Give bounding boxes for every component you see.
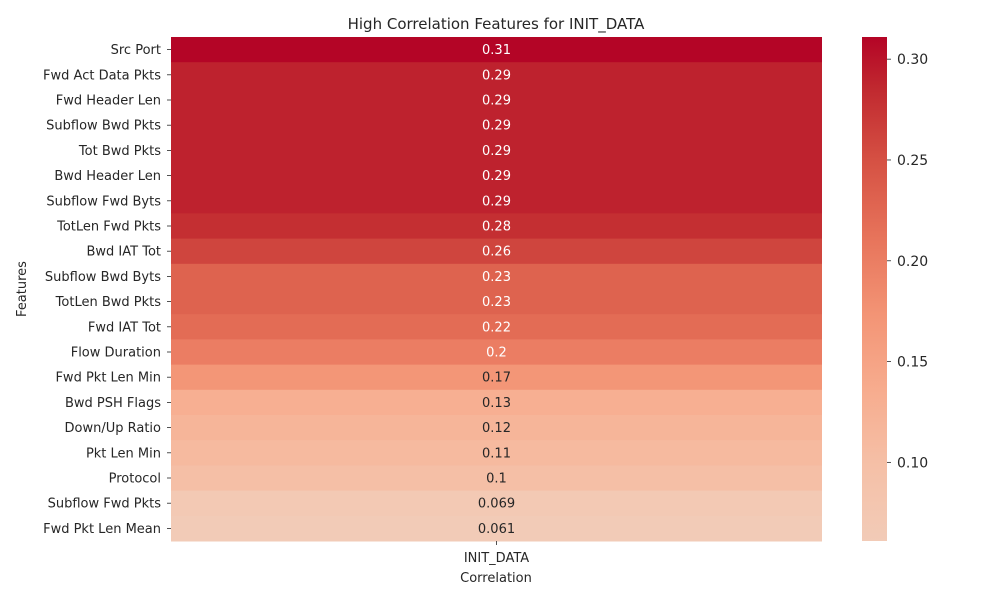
chart-title: High Correlation Features for INIT_DATA	[348, 15, 645, 34]
cell-value-label: 0.2	[486, 346, 507, 361]
y-tick-label: Down/Up Ratio	[65, 421, 162, 436]
heatmap-cell	[171, 263, 822, 290]
y-tick-label: Protocol	[109, 472, 161, 487]
heatmap-cell	[171, 37, 822, 63]
heatmap-cell	[171, 364, 822, 391]
cell-value-label: 0.13	[482, 396, 511, 411]
heatmap-cell	[171, 137, 822, 164]
x-tick-labels: INIT_DATA	[464, 541, 529, 566]
cell-value-label: 0.29	[482, 68, 511, 83]
heatmap-cell	[171, 465, 822, 492]
heatmap-cell	[171, 389, 822, 416]
heatmap-cell	[171, 188, 822, 214]
y-tick-label: Bwd IAT Tot	[86, 245, 161, 260]
heatmap-cell	[171, 289, 822, 315]
cell-value-label: 0.29	[482, 119, 511, 134]
cell-value-label: 0.28	[482, 220, 511, 235]
y-tick-label: Src Port	[111, 43, 161, 58]
heatmap-cell	[171, 440, 822, 466]
heatmap-cell	[171, 515, 822, 542]
cell-value-label: 0.29	[482, 94, 511, 109]
heatmap-cell	[171, 339, 822, 366]
cell-value-label: 0.11	[482, 446, 511, 461]
y-tick-label: Fwd Pkt Len Min	[55, 371, 161, 386]
cell-value-label: 0.069	[478, 497, 515, 512]
cell-value-label: 0.22	[482, 320, 511, 335]
y-tick-label: Bwd Header Len	[54, 169, 161, 184]
cell-value-label: 0.26	[482, 245, 511, 260]
y-tick-label: Fwd Pkt Len Mean	[43, 522, 161, 537]
x-tick-label: INIT_DATA	[464, 551, 529, 566]
y-axis-label: Features	[15, 261, 30, 317]
y-tick-label: Bwd PSH Flags	[65, 396, 161, 411]
heatmap-cell	[171, 112, 822, 139]
y-tick-label: Pkt Len Min	[86, 446, 161, 461]
heatmap-cell	[171, 238, 822, 265]
heatmap-cell	[171, 314, 822, 340]
y-tick-label: Subflow Bwd Pkts	[46, 119, 161, 134]
cell-value-label: 0.23	[482, 270, 511, 285]
colorbar-tick-label: 0.30	[897, 52, 928, 68]
y-tick-label: Tot Bwd Pkts	[78, 144, 161, 159]
y-tick-label: Subflow Fwd Byts	[46, 194, 161, 209]
cell-value-label: 0.061	[478, 522, 515, 537]
y-tick-label: Subflow Bwd Byts	[45, 270, 161, 285]
heatmap-cell	[171, 490, 822, 517]
y-tick-label: Fwd Header Len	[56, 94, 161, 109]
cell-value-label: 0.23	[482, 295, 511, 310]
y-tick-label: Subflow Fwd Pkts	[48, 497, 162, 512]
x-axis-label: Correlation	[460, 571, 532, 586]
cell-value-label: 0.29	[482, 194, 511, 209]
cell-value-label: 0.12	[482, 421, 511, 436]
heatmap-cell	[171, 415, 822, 441]
cell-value-label: 0.1	[486, 472, 507, 487]
heatmap-cell	[171, 163, 822, 189]
y-tick-label: TotLen Fwd Pkts	[56, 220, 161, 235]
y-tick-label: Fwd Act Data Pkts	[43, 68, 161, 83]
cell-value-label: 0.29	[482, 144, 511, 159]
cell-value-label: 0.31	[482, 43, 511, 58]
colorbar-tick-label: 0.25	[897, 153, 928, 169]
colorbar-tick-label: 0.20	[897, 254, 928, 270]
colorbar-tick-label: 0.10	[897, 455, 928, 471]
y-tick-label: Fwd IAT Tot	[88, 320, 161, 335]
cell-value-label: 0.17	[482, 371, 511, 386]
colorbar-tick-label: 0.15	[897, 355, 928, 371]
y-tick-label: Flow Duration	[71, 346, 161, 361]
heatmap-cells: 0.31 0.29 0.29 0.29 0.29 0.29 0.29 0.28 0.26 0.23…	[171, 37, 822, 542]
heatmap-cell	[171, 213, 822, 240]
y-tick-labels: Src Port Fwd Act Data Pkts Fwd Header Len S…	[43, 43, 171, 537]
colorbar	[862, 37, 887, 541]
colorbar-ticks: 0.10 0.15 0.20 0.25 0.30	[887, 52, 928, 471]
cell-value-label: 0.29	[482, 169, 511, 184]
y-tick-label: TotLen Bwd Pkts	[55, 295, 162, 310]
heatmap-cell	[171, 62, 822, 88]
heatmap-cell	[171, 87, 822, 114]
